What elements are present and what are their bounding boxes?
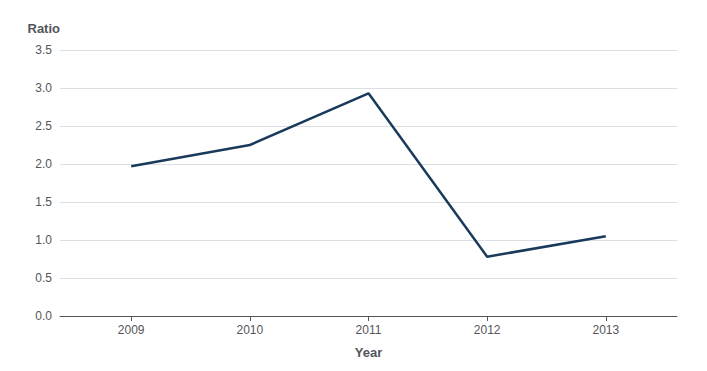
svg-text:2010: 2010 (236, 323, 263, 337)
svg-text:Year: Year (355, 345, 382, 360)
svg-text:2012: 2012 (474, 323, 501, 337)
svg-text:2011: 2011 (356, 323, 382, 337)
svg-text:3.0: 3.0 (35, 81, 52, 95)
svg-text:0.5: 0.5 (35, 271, 52, 285)
svg-text:2009: 2009 (118, 323, 145, 337)
svg-text:1.0: 1.0 (35, 233, 52, 247)
svg-text:2.5: 2.5 (35, 119, 52, 133)
svg-text:2.0: 2.0 (35, 157, 52, 171)
svg-text:Ratio: Ratio (28, 21, 61, 36)
svg-text:1.5: 1.5 (35, 195, 52, 209)
svg-text:2013: 2013 (592, 323, 619, 337)
svg-text:0.0: 0.0 (35, 309, 52, 323)
svg-text:3.5: 3.5 (35, 43, 52, 57)
